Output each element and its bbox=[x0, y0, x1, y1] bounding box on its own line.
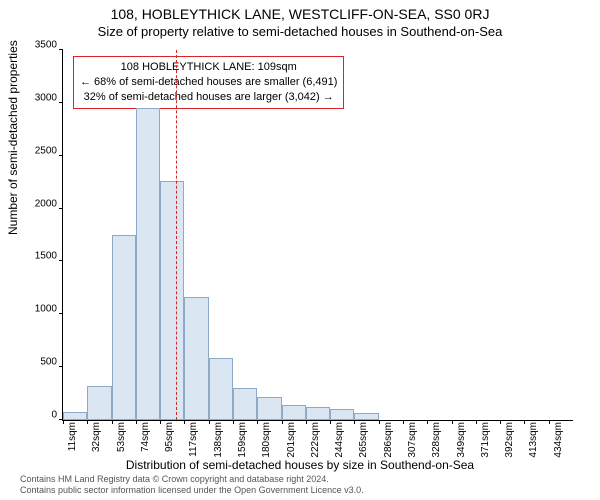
x-tick-label: 434sqm bbox=[553, 422, 564, 462]
x-tick-mark bbox=[233, 420, 234, 424]
x-tick-mark bbox=[184, 420, 185, 424]
footer-line-1: Contains HM Land Registry data © Crown c… bbox=[20, 474, 600, 485]
y-tick-mark bbox=[59, 208, 63, 209]
histogram-bar bbox=[306, 407, 330, 420]
annotation-line-2: ← 68% of semi-detached houses are smalle… bbox=[80, 75, 337, 90]
y-tick-label: 3500 bbox=[17, 40, 63, 51]
x-tick-label: 53sqm bbox=[116, 422, 127, 462]
chart-subtitle: Size of property relative to semi-detach… bbox=[0, 22, 600, 39]
x-tick-mark bbox=[549, 420, 550, 424]
y-tick-label: 1500 bbox=[17, 251, 63, 262]
histogram-bar bbox=[257, 397, 281, 420]
x-tick-label: 159sqm bbox=[237, 422, 248, 462]
x-tick-mark bbox=[427, 420, 428, 424]
x-tick-label: 201sqm bbox=[286, 422, 297, 462]
x-tick-mark bbox=[282, 420, 283, 424]
y-tick-mark bbox=[59, 366, 63, 367]
y-tick-mark bbox=[59, 313, 63, 314]
histogram-bar bbox=[63, 412, 87, 420]
x-tick-mark bbox=[209, 420, 210, 424]
x-tick-label: 349sqm bbox=[456, 422, 467, 462]
y-tick-label: 0 bbox=[17, 410, 63, 421]
histogram-bar bbox=[330, 409, 354, 420]
footer-line-2: Contains public sector information licen… bbox=[20, 485, 600, 496]
histogram-bar bbox=[354, 413, 378, 420]
y-tick-label: 3000 bbox=[17, 92, 63, 103]
y-tick-label: 2000 bbox=[17, 198, 63, 209]
histogram-bar bbox=[112, 235, 136, 420]
x-tick-label: 413sqm bbox=[528, 422, 539, 462]
x-tick-mark bbox=[476, 420, 477, 424]
histogram-bar bbox=[282, 405, 306, 420]
y-tick-mark bbox=[59, 49, 63, 50]
x-tick-mark bbox=[379, 420, 380, 424]
x-tick-label: 265sqm bbox=[358, 422, 369, 462]
y-tick-label: 500 bbox=[17, 357, 63, 368]
y-tick-mark bbox=[59, 155, 63, 156]
x-tick-label: 117sqm bbox=[188, 422, 199, 462]
x-tick-mark bbox=[452, 420, 453, 424]
histogram-bar bbox=[87, 386, 111, 420]
x-tick-label: 138sqm bbox=[213, 422, 224, 462]
x-tick-label: 286sqm bbox=[383, 422, 394, 462]
histogram-bar bbox=[136, 108, 160, 420]
y-tick-label: 2500 bbox=[17, 145, 63, 156]
marker-line bbox=[176, 50, 177, 420]
chart-title: 108, HOBLEYTHICK LANE, WESTCLIFF-ON-SEA,… bbox=[0, 0, 600, 22]
x-tick-mark bbox=[403, 420, 404, 424]
x-tick-mark bbox=[330, 420, 331, 424]
x-tick-label: 371sqm bbox=[480, 422, 491, 462]
x-tick-label: 392sqm bbox=[504, 422, 515, 462]
x-tick-label: 244sqm bbox=[334, 422, 345, 462]
y-tick-mark bbox=[59, 102, 63, 103]
x-tick-label: 95sqm bbox=[164, 422, 175, 462]
x-axis-label: Distribution of semi-detached houses by … bbox=[0, 458, 600, 472]
x-tick-mark bbox=[524, 420, 525, 424]
x-tick-mark bbox=[136, 420, 137, 424]
x-tick-label: 222sqm bbox=[310, 422, 321, 462]
x-tick-label: 180sqm bbox=[261, 422, 272, 462]
histogram-bar bbox=[184, 297, 208, 420]
annotation-line-1: 108 HOBLEYTHICK LANE: 109sqm bbox=[80, 60, 337, 75]
x-tick-mark bbox=[112, 420, 113, 424]
y-tick-label: 1000 bbox=[17, 304, 63, 315]
footer: Contains HM Land Registry data © Crown c… bbox=[0, 474, 600, 496]
x-tick-mark bbox=[306, 420, 307, 424]
plot-area: 108 HOBLEYTHICK LANE: 109sqm ← 68% of se… bbox=[62, 50, 573, 421]
x-tick-label: 328sqm bbox=[431, 422, 442, 462]
x-tick-mark bbox=[257, 420, 258, 424]
chart-container: 108, HOBLEYTHICK LANE, WESTCLIFF-ON-SEA,… bbox=[0, 0, 600, 500]
x-tick-mark bbox=[63, 420, 64, 424]
annotation-line-3: 32% of semi-detached houses are larger (… bbox=[80, 90, 337, 105]
x-tick-label: 74sqm bbox=[140, 422, 151, 462]
x-tick-label: 11sqm bbox=[67, 422, 78, 462]
x-tick-mark bbox=[87, 420, 88, 424]
histogram-bar bbox=[160, 181, 184, 420]
y-tick-mark bbox=[59, 260, 63, 261]
histogram-bar bbox=[209, 358, 233, 420]
x-tick-mark bbox=[354, 420, 355, 424]
x-tick-mark bbox=[160, 420, 161, 424]
histogram-bar bbox=[233, 388, 257, 420]
x-tick-label: 307sqm bbox=[407, 422, 418, 462]
x-tick-label: 32sqm bbox=[91, 422, 102, 462]
x-tick-mark bbox=[500, 420, 501, 424]
annotation-box: 108 HOBLEYTHICK LANE: 109sqm ← 68% of se… bbox=[73, 56, 344, 109]
